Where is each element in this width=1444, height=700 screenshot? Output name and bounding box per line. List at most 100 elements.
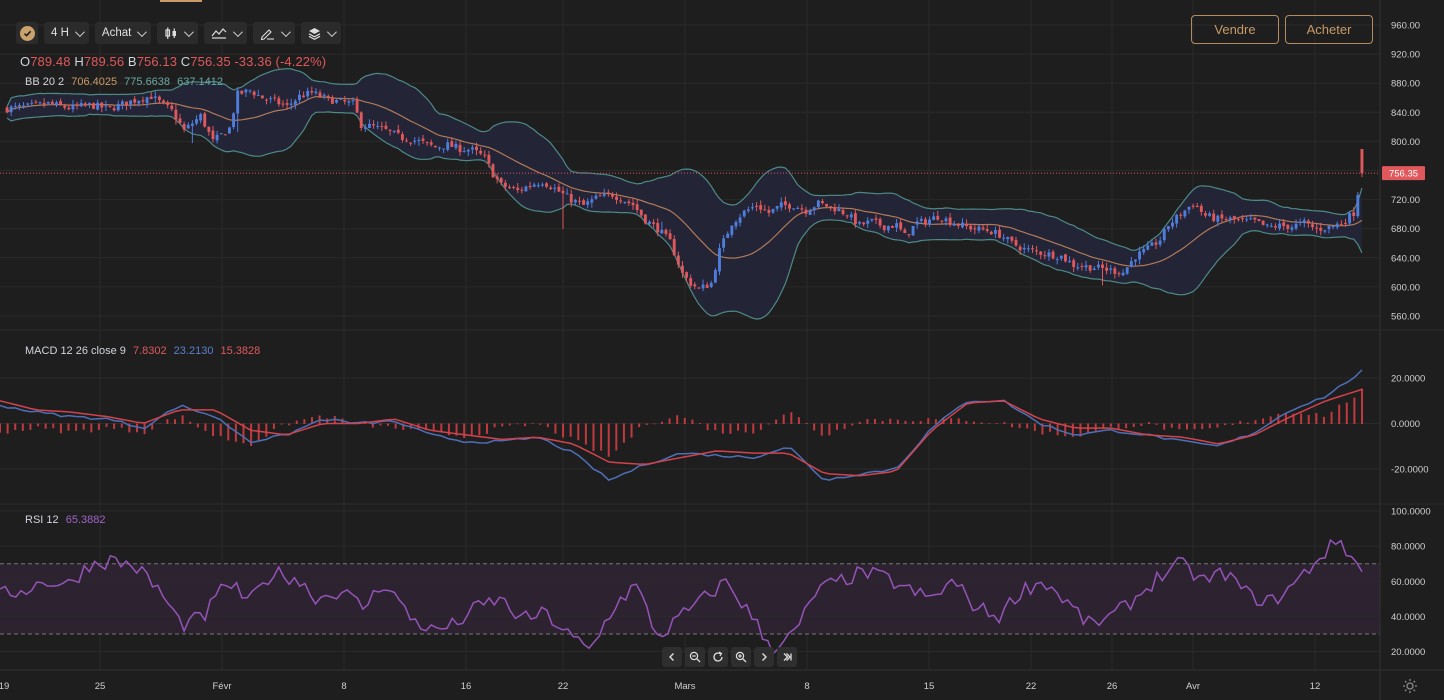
rsi-tick-label: 100.0000 xyxy=(1391,507,1431,518)
candle-body xyxy=(730,225,734,235)
candle-body xyxy=(232,113,236,128)
candle-body xyxy=(50,101,54,105)
change-value: -33.36 (-4.22%) xyxy=(234,54,327,69)
candle-body xyxy=(685,272,689,278)
candle-body xyxy=(923,219,927,225)
candle-body xyxy=(240,90,244,94)
sell-button[interactable]: Vendre xyxy=(1191,15,1279,44)
candle-body xyxy=(433,145,437,148)
candle-body xyxy=(1319,227,1323,231)
candle-body xyxy=(368,123,371,128)
candle-body xyxy=(55,102,58,106)
price-tick-label: 680.00 xyxy=(1391,224,1420,235)
signal-line xyxy=(0,388,1363,477)
candle-body xyxy=(1245,219,1249,221)
candle-body xyxy=(1051,251,1055,259)
interval-select[interactable]: 4 H xyxy=(44,22,89,44)
candle-body xyxy=(1261,220,1265,225)
check-circle-button[interactable] xyxy=(16,22,38,44)
time-tick-label: Mars xyxy=(674,681,695,692)
layers-select[interactable] xyxy=(301,22,342,44)
candle-body xyxy=(265,99,268,101)
candle-body xyxy=(1101,264,1104,269)
bb-mid-value: 706.4025 xyxy=(71,76,118,88)
candle-body xyxy=(689,278,693,286)
buy-button[interactable]: Acheter xyxy=(1285,15,1373,44)
zoom-out-button[interactable] xyxy=(685,647,705,667)
candle-body xyxy=(96,102,100,110)
candle-body xyxy=(1187,206,1191,210)
candle-body xyxy=(339,98,343,100)
reset-button[interactable] xyxy=(708,647,728,667)
jump-end-button[interactable] xyxy=(777,647,797,667)
candle-body xyxy=(302,95,306,98)
candle-body xyxy=(466,149,470,152)
price-tick-label: 920.00 xyxy=(1391,50,1420,61)
candle-body xyxy=(755,205,759,207)
candle-body xyxy=(1072,260,1076,268)
price-tick-label: 720.00 xyxy=(1391,195,1420,206)
candle-body xyxy=(298,94,301,101)
time-tick-label: 22 xyxy=(1026,681,1037,692)
candle-body xyxy=(672,239,676,256)
candle-body xyxy=(726,233,730,238)
candle-body xyxy=(1006,237,1010,240)
chevron-down-icon xyxy=(137,26,148,37)
high-value: 789.56 xyxy=(83,54,125,69)
candle-body xyxy=(219,133,223,135)
candle-body xyxy=(359,112,363,128)
scroll-right-button[interactable] xyxy=(754,647,774,667)
price-tick-label: 840.00 xyxy=(1391,108,1420,119)
candle-body xyxy=(722,238,726,248)
candle-body xyxy=(487,154,491,164)
candle-body xyxy=(442,148,446,150)
candle-body xyxy=(17,105,21,107)
candle-body xyxy=(512,187,516,189)
candle-body xyxy=(495,176,499,180)
time-tick-label: 12 xyxy=(1310,681,1321,692)
side-select[interactable]: Achat xyxy=(94,22,152,44)
settings-gear-icon[interactable] xyxy=(1402,678,1418,694)
candle-body xyxy=(598,195,602,197)
candle-body xyxy=(680,265,684,273)
candle-body xyxy=(13,105,17,107)
time-tick-label: 26 xyxy=(1107,681,1118,692)
candle-body xyxy=(874,218,878,220)
scroll-left-button[interactable] xyxy=(662,647,682,667)
candle-body xyxy=(137,101,141,104)
candle-body xyxy=(318,92,322,97)
candle-body xyxy=(1195,205,1199,208)
chart-type-select[interactable] xyxy=(157,22,199,44)
candle-body xyxy=(610,194,614,197)
candle-body xyxy=(162,100,165,103)
bb-upper-value: 775.6638 xyxy=(124,76,171,88)
drawing-select[interactable] xyxy=(253,22,296,44)
macd-legend: MACD 12 26 close 9 7.8302 23.2130 15.382… xyxy=(25,345,264,357)
candle-body xyxy=(919,218,923,221)
candle-body xyxy=(639,209,643,216)
candle-body xyxy=(952,224,956,226)
candle-body xyxy=(483,154,487,156)
candle-body xyxy=(718,248,721,272)
candle-body xyxy=(1018,246,1022,251)
candle-body xyxy=(1039,251,1043,255)
candle-body xyxy=(244,89,248,93)
candle-body xyxy=(1216,215,1220,222)
candle-body xyxy=(1290,227,1294,230)
chevron-down-icon xyxy=(233,26,244,37)
rsi-tick-label: 60.0000 xyxy=(1391,577,1425,588)
candle-body xyxy=(767,209,771,213)
candle-body xyxy=(928,219,931,225)
candle-body xyxy=(409,142,413,144)
candle-body xyxy=(293,100,297,105)
candle-body xyxy=(993,230,997,234)
rsi-value: 65.3882 xyxy=(65,514,106,526)
candle-body xyxy=(1249,218,1253,220)
candle-body xyxy=(1302,220,1306,223)
zoom-in-button[interactable] xyxy=(731,647,751,667)
indicators-select[interactable] xyxy=(204,22,248,44)
candle-body xyxy=(985,229,989,231)
chevron-down-icon xyxy=(184,26,195,37)
candle-body xyxy=(878,218,882,226)
